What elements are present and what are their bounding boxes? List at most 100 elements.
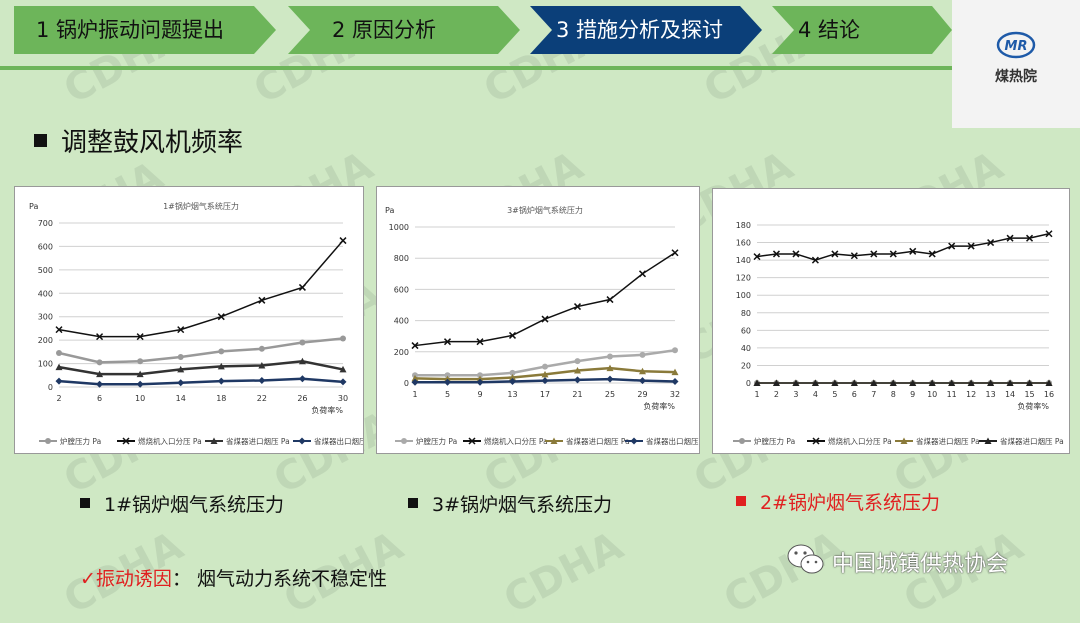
data-point [258, 345, 265, 352]
cause-separator: ： [171, 568, 191, 590]
series-line [58, 359, 344, 376]
y-tick-label: 300 [38, 313, 53, 322]
data-point [967, 379, 975, 386]
data-point [574, 358, 581, 365]
data-point [987, 239, 995, 247]
y-tick-label: 160 [736, 239, 751, 248]
section-heading: 调整鼓风机频率 [34, 122, 243, 159]
logo-text: 煤热院 [995, 69, 1037, 85]
x-tick-label: 3 [793, 390, 798, 399]
data-point [411, 374, 419, 382]
data-point [831, 379, 839, 386]
step-1-label: 1 锅炉振动问题提出 [36, 18, 225, 42]
series-line [58, 377, 344, 386]
cause-label: 振动诱因 [95, 568, 172, 590]
bullet-square-icon [80, 498, 90, 508]
x-tick-label: 2 [774, 390, 779, 399]
step-3[interactable]: 3 措施分析及探讨 [530, 6, 762, 54]
y-tick-label: 800 [394, 254, 409, 263]
y-tick-label: 500 [38, 266, 53, 275]
caption-boiler-3: 3#锅炉烟气系统压力 [408, 490, 612, 517]
data-point [217, 362, 225, 370]
bullet-square-icon [408, 498, 418, 508]
x-axis-label: 负荷率% [311, 405, 343, 415]
data-point [137, 358, 144, 365]
y-tick-label: 60 [741, 326, 751, 335]
data-point [299, 339, 306, 346]
data-point [850, 379, 858, 386]
legend-entry: 炉膛压力 Pa [60, 436, 101, 446]
step-1[interactable]: 1 锅炉振动问题提出 [14, 6, 276, 54]
x-tick-label: 14 [176, 394, 186, 403]
legend-entry: 省煤器进口烟压 Pa [226, 436, 290, 446]
data-point [218, 348, 225, 355]
x-tick-label: 29 [637, 390, 647, 399]
legend-entry: 省煤器出口烟压 Pa [314, 436, 363, 446]
series-line [414, 252, 676, 347]
y-axis-label: Pa [385, 206, 394, 215]
data-point [671, 249, 679, 257]
data-point [509, 374, 516, 381]
x-tick-label: 13 [507, 390, 517, 399]
data-point [639, 377, 646, 385]
x-tick-label: 15 [1024, 390, 1034, 399]
x-axis-label: 负荷率% [643, 401, 675, 411]
data-point [1026, 379, 1034, 386]
y-tick-label: 1000 [389, 223, 409, 232]
legend-marker [122, 437, 130, 445]
y-axis-label: Pa [29, 202, 38, 211]
data-point [607, 353, 613, 360]
data-point [850, 252, 858, 260]
data-point [56, 350, 62, 357]
data-point [411, 342, 419, 350]
data-point [443, 338, 452, 346]
data-point [509, 369, 516, 376]
data-point [340, 335, 346, 342]
y-tick-label: 0 [746, 379, 751, 388]
y-tick-label: 40 [741, 344, 751, 353]
y-tick-label: 0 [404, 379, 409, 388]
vibration-cause: ✓振动诱因： 烟气动力系统不稳定性 [80, 564, 387, 591]
data-point [870, 379, 878, 386]
data-point [831, 250, 839, 258]
step-4[interactable]: 4 结论 [772, 6, 952, 54]
data-point [1006, 234, 1014, 242]
data-point [508, 331, 517, 339]
data-point [258, 361, 266, 369]
data-point [948, 379, 956, 386]
chart-title: 1#锅炉烟气系统压力 [163, 201, 239, 211]
data-point [298, 357, 306, 365]
data-point [909, 379, 917, 386]
data-point [96, 380, 104, 388]
legend-marker [984, 437, 992, 444]
data-point [967, 242, 975, 250]
data-point [928, 250, 936, 258]
x-axis-label: 负荷率% [1017, 401, 1049, 411]
data-point [177, 354, 184, 361]
data-point [889, 379, 897, 386]
data-point [477, 372, 483, 379]
data-point [55, 326, 63, 334]
data-point [753, 379, 761, 386]
data-point [574, 376, 581, 384]
data-point [811, 256, 819, 264]
step-2[interactable]: 2 原因分析 [288, 6, 520, 54]
legend-entry: 燃烧机入口分压 Pa [828, 436, 892, 446]
data-point [339, 237, 347, 245]
header-underline [0, 66, 952, 70]
y-tick-label: 700 [38, 219, 53, 228]
y-tick-label: 120 [736, 274, 751, 283]
data-point [541, 370, 549, 378]
x-tick-label: 32 [670, 390, 680, 399]
chart-boiler-1: 1#锅炉烟气系统压力 Pa 0 100 200 300 400 500 600 700 2 6 10 14… [14, 186, 364, 454]
cause-text: 烟气动力系统不稳定性 [196, 568, 387, 590]
data-point [258, 296, 266, 304]
legend-marker [812, 437, 820, 445]
data-point [136, 370, 144, 378]
data-point [258, 376, 266, 384]
data-point [177, 365, 185, 373]
y-tick-label: 140 [736, 256, 751, 265]
legend-entry: 省煤器进口烟压 Pa [566, 436, 630, 446]
step-2-label: 2 原因分析 [332, 18, 437, 42]
